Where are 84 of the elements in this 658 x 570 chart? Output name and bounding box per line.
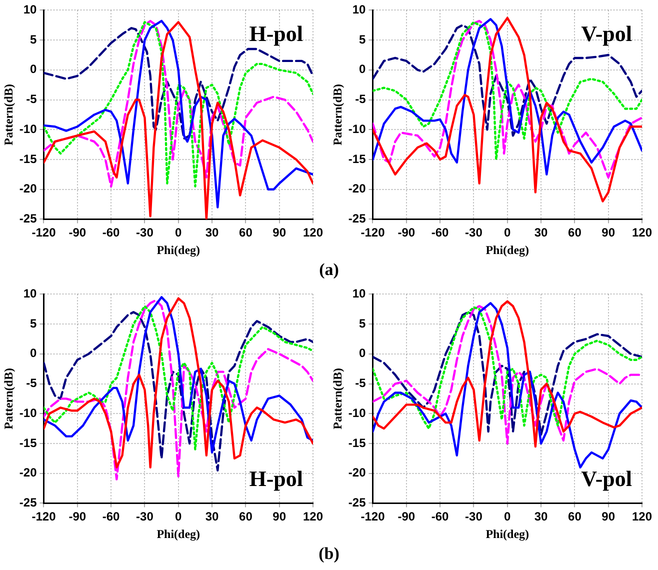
x-tick-label: 30 (205, 510, 220, 524)
x-tick-label: -60 (102, 226, 120, 240)
x-axis-title: Phi(deg) (486, 242, 530, 257)
annotation: V-pol (581, 466, 632, 491)
x-tick-label: -30 (136, 226, 154, 240)
y-tick-label: -5 (355, 376, 366, 390)
x-tick-label: 60 (568, 510, 582, 524)
y-tick-label: -15 (348, 152, 366, 166)
y-tick-label: -20 (19, 182, 38, 196)
x-tick-label: 30 (534, 226, 548, 240)
x-tick-label: 120 (302, 510, 324, 524)
y-tick-label: 10 (23, 2, 38, 17)
x-tick-label: 0 (175, 226, 182, 240)
x-tick-label: 30 (205, 226, 220, 240)
x-tick-label: 0 (504, 226, 512, 240)
y-tick-label: -20 (348, 466, 366, 480)
x-axis-title: Phi(deg) (156, 526, 200, 541)
y-tick-label: -15 (348, 436, 366, 450)
x-tick-label: 90 (602, 510, 616, 524)
y-tick-label: 5 (359, 316, 366, 330)
y-tick-label: 0 (359, 346, 366, 360)
x-tick-label: -60 (102, 510, 120, 524)
x-tick-label: -120 (32, 226, 56, 240)
x-axis-title: Phi(deg) (156, 242, 200, 257)
x-tick-label: 30 (534, 510, 548, 524)
text: (a) (319, 260, 339, 279)
y-tick-label: -25 (19, 212, 38, 226)
y-tick-label: -5 (26, 92, 38, 106)
annotation: H-pol (249, 20, 303, 46)
y-axis-title: Pattern(dB) (330, 368, 344, 430)
y-tick-label: -10 (348, 122, 366, 136)
x-tick-label: 60 (568, 226, 582, 240)
x-tick-label: -120 (360, 226, 386, 240)
x-tick-label: 90 (272, 226, 286, 240)
y-tick-label: -15 (19, 436, 38, 450)
text: (b) (318, 544, 340, 563)
y-tick-label: -10 (19, 122, 38, 136)
y-axis-title: Pattern(dB) (1, 368, 16, 430)
x-tick-label: -30 (465, 226, 483, 240)
x-tick-label: -30 (465, 510, 483, 524)
x-tick-label: 0 (504, 510, 512, 524)
x-tick-label: -60 (431, 510, 450, 524)
x-tick-label: -30 (136, 510, 154, 524)
x-tick-label: 90 (602, 226, 616, 240)
y-tick-label: 5 (30, 32, 38, 46)
x-tick-label: 0 (175, 510, 182, 524)
y-tick-label: -25 (19, 496, 38, 510)
y-tick-label: 0 (359, 62, 366, 76)
x-tick-label: -120 (32, 510, 56, 524)
x-tick-label: 90 (272, 510, 286, 524)
y-tick-label: -20 (19, 466, 38, 480)
x-tick-label: 60 (239, 226, 253, 240)
y-tick-label: 0 (30, 346, 38, 360)
x-tick-label: 120 (302, 226, 324, 240)
annotation: V-pol (581, 20, 632, 46)
annotation: H-pol (249, 466, 303, 491)
x-tick-label: 60 (239, 510, 253, 524)
x-tick-label: -90 (68, 510, 86, 524)
y-tick-label: 10 (352, 286, 366, 301)
x-axis-title: Phi(deg) (486, 526, 530, 541)
y-tick-label: -20 (348, 182, 366, 196)
y-tick-label: -10 (348, 406, 366, 420)
y-tick-label: 5 (30, 316, 38, 330)
x-tick-label: 120 (632, 510, 652, 524)
y-tick-label: -5 (26, 376, 38, 390)
y-tick-label: 10 (352, 2, 366, 17)
line-series (372, 24, 642, 137)
x-tick-label: -90 (398, 510, 416, 524)
x-tick-label: -60 (431, 226, 450, 240)
y-tick-label: -10 (19, 406, 38, 420)
y-tick-label: -5 (355, 92, 366, 106)
y-tick-label: 10 (23, 286, 38, 301)
y-tick-label: 5 (359, 32, 366, 46)
x-tick-label: -90 (398, 226, 416, 240)
y-axis-title: Pattern(dB) (330, 84, 344, 146)
y-tick-label: 0 (30, 62, 38, 76)
y-tick-label: -25 (348, 496, 366, 510)
x-tick-label: -90 (68, 226, 86, 240)
y-tick-label: -25 (348, 212, 366, 226)
x-tick-label: 120 (632, 226, 652, 240)
x-tick-label: -120 (360, 510, 386, 524)
y-axis-title: Pattern(dB) (1, 84, 16, 146)
y-tick-label: -15 (19, 152, 38, 166)
line-series (44, 27, 313, 140)
